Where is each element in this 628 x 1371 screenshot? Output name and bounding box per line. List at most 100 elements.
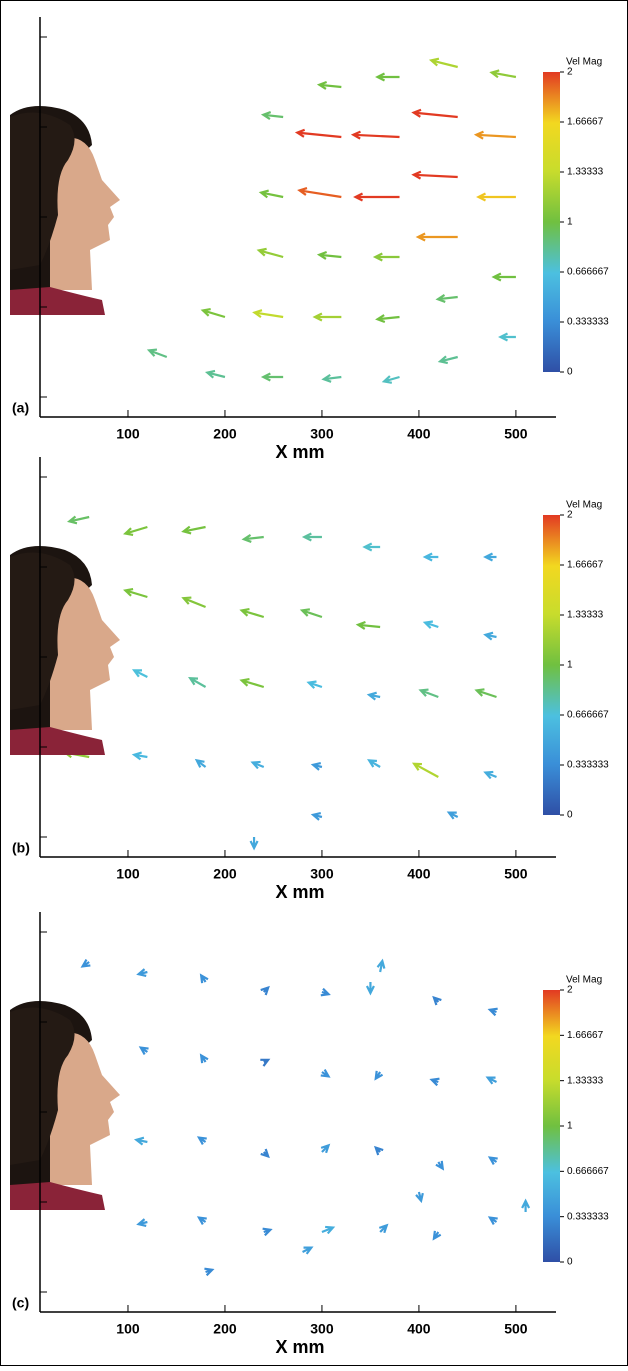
velocity-vector <box>435 1160 445 1171</box>
velocity-vector <box>485 1076 498 1085</box>
velocity-vector <box>301 532 322 542</box>
velocity-vector <box>487 1007 498 1017</box>
velocity-vector <box>375 314 400 324</box>
velocity-vector <box>260 372 284 382</box>
colorbar <box>543 72 560 372</box>
velocity-vector <box>252 309 284 319</box>
velocity-vector <box>239 677 265 689</box>
panel-label: (a) <box>12 400 29 416</box>
colorbar-tick-label: 1.33333 <box>567 167 604 178</box>
velocity-vector <box>250 760 265 770</box>
x-tick-label: 200 <box>213 1321 237 1337</box>
velocity-vector <box>260 1148 270 1159</box>
colorbar-title: Vel Mag <box>566 57 602 68</box>
velocity-vector <box>446 811 459 820</box>
colorbar-tick-label: 1.33333 <box>567 1075 604 1086</box>
velocity-vector <box>350 130 400 140</box>
velocity-vector <box>146 348 168 359</box>
x-tick-label: 200 <box>213 866 237 882</box>
velocity-vector <box>435 294 458 303</box>
face-skin <box>48 577 121 730</box>
x-tick-label: 400 <box>407 1321 431 1337</box>
velocity-vector <box>306 680 323 689</box>
velocity-vector <box>411 762 439 778</box>
velocity-vector <box>474 688 497 699</box>
x-tick-label: 400 <box>407 866 431 882</box>
velocity-vector <box>422 620 439 629</box>
velocity-vector <box>321 373 342 383</box>
x-tick-label: 500 <box>504 1321 528 1337</box>
x-tick-label: 100 <box>116 1321 140 1337</box>
x-tick-label: 300 <box>310 426 334 442</box>
velocity-vector <box>429 1077 440 1087</box>
velocity-vector <box>374 1070 384 1081</box>
hair-front <box>10 112 75 270</box>
x-tick-label: 300 <box>310 866 334 882</box>
velocity-vector <box>123 525 148 537</box>
velocity-vector <box>491 272 516 282</box>
velocity-vector <box>487 1216 498 1225</box>
velocity-vector <box>249 837 259 851</box>
velocity-vector <box>428 57 458 69</box>
velocity-vector <box>437 355 458 365</box>
velocity-vector <box>411 108 458 119</box>
colorbar-tick-label: 0 <box>567 1257 573 1268</box>
velocity-vector <box>262 1227 273 1237</box>
velocity-vector <box>411 170 458 180</box>
velocity-vector <box>66 515 90 525</box>
velocity-vector <box>196 1136 207 1145</box>
velocity-vector <box>239 607 265 619</box>
shirt <box>10 287 105 315</box>
colorbar-title: Vel Mag <box>566 975 602 986</box>
velocity-vector <box>133 1136 148 1146</box>
velocity-vector <box>200 307 226 319</box>
velocity-vector <box>258 189 284 199</box>
shirt <box>10 727 105 755</box>
x-tick-label: 500 <box>504 866 528 882</box>
face-skin <box>48 137 121 290</box>
velocity-vector <box>432 995 442 1006</box>
x-tick-label: 400 <box>407 426 431 442</box>
hair-front <box>10 552 75 710</box>
colorbar-tick-label: 2 <box>567 67 573 78</box>
colorbar-tick-label: 0.666667 <box>567 1166 609 1177</box>
velocity-vector <box>483 552 497 562</box>
panel-label: (b) <box>12 840 30 856</box>
velocity-vector <box>365 982 375 996</box>
velocity-vector <box>489 69 517 79</box>
velocity-vector <box>123 587 148 599</box>
x-tick-label: 200 <box>213 426 237 442</box>
colorbar <box>543 990 560 1262</box>
velocity-vector <box>415 232 458 242</box>
head-model <box>10 1001 121 1210</box>
colorbar-tick-label: 0.666667 <box>567 267 609 278</box>
velocity-vector <box>199 1053 209 1064</box>
colorbar-tick-label: 0.333333 <box>567 760 609 771</box>
velocity-vector <box>415 1191 424 1204</box>
colorbar-tick-label: 2 <box>567 985 573 996</box>
velocity-vector <box>194 758 207 768</box>
colorbar-tick-label: 0 <box>567 810 573 821</box>
velocity-vector <box>373 1145 384 1156</box>
velocity-vector <box>375 72 400 82</box>
shirt <box>10 1182 105 1210</box>
velocity-vector <box>196 1216 207 1225</box>
velocity-vector <box>181 525 206 535</box>
head-model <box>10 546 121 755</box>
velocity-vector <box>188 676 207 688</box>
hair-front <box>10 1007 75 1165</box>
velocity-vector <box>418 688 439 699</box>
x-axis-label: X mm <box>275 882 324 902</box>
velocity-vector <box>241 534 264 543</box>
velocity-vector <box>376 958 386 973</box>
x-tick-label: 500 <box>504 426 528 442</box>
velocity-vector <box>316 250 342 260</box>
velocity-vector <box>204 1267 215 1277</box>
velocity-vector <box>260 1058 271 1067</box>
colorbar-tick-label: 1.66667 <box>567 560 604 571</box>
velocity-vector <box>473 130 516 140</box>
colorbar-tick-label: 1.33333 <box>567 610 604 621</box>
colorbar-tick-label: 1 <box>567 1121 573 1132</box>
velocity-vector <box>80 959 91 968</box>
x-tick-label: 100 <box>116 426 140 442</box>
